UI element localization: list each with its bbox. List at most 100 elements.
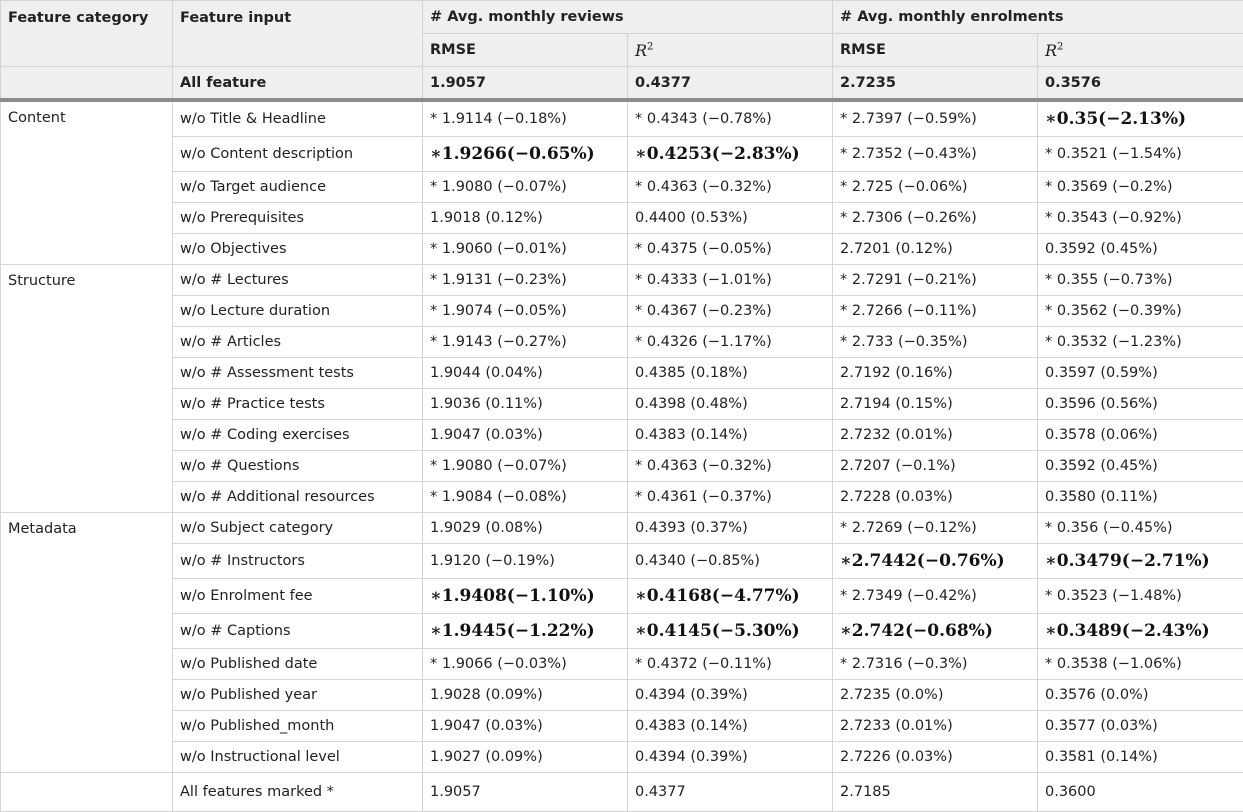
enrolments-r2-cell: 0.3576 (0.0%)	[1038, 680, 1243, 711]
reviews-r2-cell: 0.4377	[628, 773, 833, 812]
reviews-rmse-cell: * 1.9080 (−0.07%)	[423, 172, 628, 203]
feature-input-cell: w/o Published_month	[173, 711, 423, 742]
header-feature-category: Feature category	[1, 1, 173, 67]
enrolments-rmse-cell: 2.7194 (0.15%)	[833, 389, 1038, 420]
enrolments-rmse-cell: 2.7228 (0.03%)	[833, 482, 1038, 513]
all-feature-reviews-rmse: 1.9057	[423, 67, 628, 101]
reviews-r2-cell: 0.4394 (0.39%)	[628, 680, 833, 711]
enrolments-rmse-cell: ∗2.7442(−0.76%)	[833, 544, 1038, 579]
r2-symbol: R	[1045, 41, 1057, 60]
r2-exponent: 2	[647, 41, 653, 52]
enrolments-r2-cell: 0.3578 (0.06%)	[1038, 420, 1243, 451]
enrolments-r2-cell: 0.3596 (0.56%)	[1038, 389, 1243, 420]
feature-input-cell: w/o # Coding exercises	[173, 420, 423, 451]
enrolments-rmse-cell: * 2.7349 (−0.42%)	[833, 579, 1038, 614]
feature-input-cell: w/o # Assessment tests	[173, 358, 423, 389]
enrolments-rmse-cell: * 2.7266 (−0.11%)	[833, 296, 1038, 327]
reviews-r2-cell: * 0.4367 (−0.23%)	[628, 296, 833, 327]
reviews-r2-cell: * 0.4326 (−1.17%)	[628, 327, 833, 358]
feature-input-cell: w/o Objectives	[173, 234, 423, 265]
enrolments-r2-cell: * 0.3543 (−0.92%)	[1038, 203, 1243, 234]
feature-input-cell: w/o # Additional resources	[173, 482, 423, 513]
enrolments-r2-cell: ∗0.3479(−2.71%)	[1038, 544, 1243, 579]
enrolments-r2-cell: * 0.3523 (−1.48%)	[1038, 579, 1243, 614]
significant-value: ∗1.9408(−1.10%)	[430, 586, 595, 606]
feature-category-cell: Content	[1, 100, 173, 265]
table-row: w/o Content description∗1.9266(−0.65%)∗0…	[1, 137, 1243, 172]
enrolments-rmse-cell: 2.7192 (0.16%)	[833, 358, 1038, 389]
feature-input-cell: w/o # Questions	[173, 451, 423, 482]
reviews-r2-cell: 0.4400 (0.53%)	[628, 203, 833, 234]
reviews-rmse-cell: * 1.9080 (−0.07%)	[423, 451, 628, 482]
reviews-rmse-cell: 1.9047 (0.03%)	[423, 711, 628, 742]
reviews-rmse-cell: ∗1.9266(−0.65%)	[423, 137, 628, 172]
enrolments-r2-cell: 0.3580 (0.11%)	[1038, 482, 1243, 513]
significant-value: ∗1.9445(−1.22%)	[430, 621, 595, 641]
header-group-enrolments: # Avg. monthly enrolments	[833, 1, 1243, 34]
reviews-rmse-cell: 1.9057	[423, 773, 628, 812]
reviews-rmse-cell: 1.9047 (0.03%)	[423, 420, 628, 451]
feature-input-cell: w/o # Instructors	[173, 544, 423, 579]
enrolments-rmse-cell: * 2.725 (−0.06%)	[833, 172, 1038, 203]
reviews-r2-cell: * 0.4361 (−0.37%)	[628, 482, 833, 513]
r2-exponent: 2	[1057, 41, 1063, 52]
header-r2-enrolments: R2	[1038, 34, 1243, 67]
enrolments-r2-cell: * 0.3562 (−0.39%)	[1038, 296, 1243, 327]
feature-input-cell: w/o # Captions	[173, 614, 423, 649]
reviews-rmse-cell: * 1.9074 (−0.05%)	[423, 296, 628, 327]
header-rmse-enrolments: RMSE	[833, 34, 1038, 67]
reviews-rmse-cell: ∗1.9408(−1.10%)	[423, 579, 628, 614]
enrolments-r2-cell: ∗0.35(−2.13%)	[1038, 100, 1243, 137]
feature-input-cell: w/o Published year	[173, 680, 423, 711]
enrolments-r2-cell: * 0.3532 (−1.23%)	[1038, 327, 1243, 358]
reviews-r2-cell: 0.4398 (0.48%)	[628, 389, 833, 420]
significant-value: ∗0.3489(−2.43%)	[1045, 621, 1210, 641]
reviews-rmse-cell: * 1.9131 (−0.23%)	[423, 265, 628, 296]
enrolments-rmse-cell: 2.7233 (0.01%)	[833, 711, 1038, 742]
significant-value: ∗0.4145(−5.30%)	[635, 621, 800, 641]
reviews-rmse-cell: 1.9018 (0.12%)	[423, 203, 628, 234]
reviews-rmse-cell: 1.9120 (−0.19%)	[423, 544, 628, 579]
enrolments-rmse-cell: * 2.7352 (−0.43%)	[833, 137, 1038, 172]
significant-value: ∗2.7442(−0.76%)	[840, 551, 1005, 571]
significant-value: ∗0.35(−2.13%)	[1045, 109, 1186, 129]
enrolments-r2-cell: 0.3577 (0.03%)	[1038, 711, 1243, 742]
reviews-r2-cell: * 0.4363 (−0.32%)	[628, 451, 833, 482]
reviews-rmse-cell: * 1.9084 (−0.08%)	[423, 482, 628, 513]
reviews-r2-cell: * 0.4343 (−0.78%)	[628, 100, 833, 137]
reviews-r2-cell: * 0.4375 (−0.05%)	[628, 234, 833, 265]
enrolments-rmse-cell: 2.7235 (0.0%)	[833, 680, 1038, 711]
enrolments-rmse-cell: ∗2.742(−0.68%)	[833, 614, 1038, 649]
feature-input-cell: w/o Content description	[173, 137, 423, 172]
enrolments-r2-cell: * 0.356 (−0.45%)	[1038, 513, 1243, 544]
reviews-rmse-cell: 1.9044 (0.04%)	[423, 358, 628, 389]
enrolments-rmse-cell: * 2.733 (−0.35%)	[833, 327, 1038, 358]
reviews-rmse-cell: 1.9028 (0.09%)	[423, 680, 628, 711]
table-row: w/o Enrolment fee∗1.9408(−1.10%)∗0.4168(…	[1, 579, 1243, 614]
reviews-r2-cell: ∗0.4253(−2.83%)	[628, 137, 833, 172]
feature-input-cell: w/o Prerequisites	[173, 203, 423, 234]
table-row: w/o # Captions ∗1.9445(−1.22%) ∗0.4145(−5.…	[1, 614, 1243, 649]
enrolments-r2-cell: 0.3581 (0.14%)	[1038, 742, 1243, 773]
enrolments-rmse-cell: 2.7232 (0.01%)	[833, 420, 1038, 451]
reviews-r2-cell: 0.4383 (0.14%)	[628, 711, 833, 742]
all-feature-enrolments-r2: 0.3576	[1038, 67, 1243, 101]
significant-value: ∗0.4168(−4.77%)	[635, 586, 800, 606]
enrolments-rmse-cell: 2.7201 (0.12%)	[833, 234, 1038, 265]
table-row: w/o Target audience* 1.9080 (−0.07%)* 0.…	[1, 172, 1243, 203]
header-blank-cell	[1, 67, 173, 101]
feature-input-cell: w/o # Articles	[173, 327, 423, 358]
reviews-rmse-cell: ∗1.9445(−1.22%)	[423, 614, 628, 649]
reviews-r2-cell: * 0.4363 (−0.32%)	[628, 172, 833, 203]
enrolments-r2-cell: 0.3600	[1038, 773, 1243, 812]
all-feature-enrolments-rmse: 2.7235	[833, 67, 1038, 101]
enrolments-r2-cell: 0.3592 (0.45%)	[1038, 451, 1243, 482]
